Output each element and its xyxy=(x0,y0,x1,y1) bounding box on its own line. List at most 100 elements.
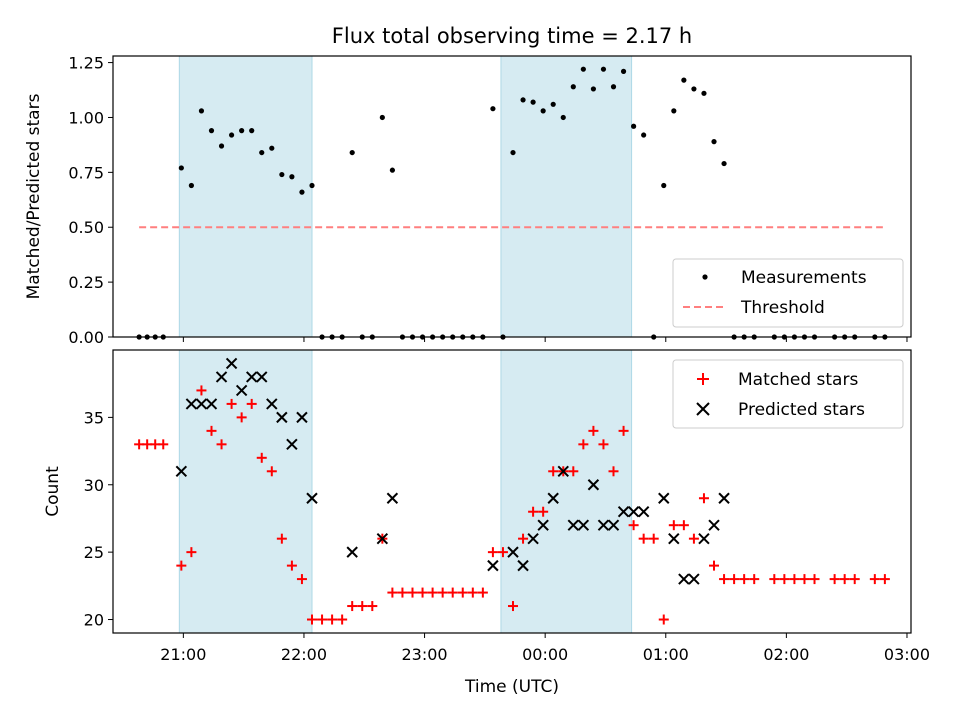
predicted-stars-mark-b xyxy=(386,492,399,504)
matched-stars-point xyxy=(709,560,720,571)
matched-stars-point xyxy=(296,574,307,585)
y-tick-label: 35 xyxy=(84,408,104,427)
predicted-stars-point xyxy=(376,532,389,545)
matched-stars-point xyxy=(779,574,790,585)
x-tick-label: 21:00 xyxy=(160,645,206,664)
y-axis-label: Matched/Predicted stars xyxy=(24,93,44,299)
predicted-stars-mark-b xyxy=(346,546,358,558)
measurement-point xyxy=(631,123,637,129)
predicted-stars-mark-b xyxy=(627,506,640,518)
predicted-stars-mark-b xyxy=(577,519,590,531)
predicted-stars-point xyxy=(276,411,288,424)
measurement-point xyxy=(681,77,687,83)
matched-stars-point xyxy=(467,587,478,598)
matched-stars-point xyxy=(749,574,760,585)
legend-threshold-label: Threshold xyxy=(740,298,825,318)
matched-stars-point xyxy=(337,614,348,625)
shaded-interval xyxy=(178,349,313,634)
matched-stars-point xyxy=(216,439,227,450)
matched-stars-point xyxy=(407,587,418,598)
matched-stars-point xyxy=(158,439,169,450)
matched-stars-point xyxy=(317,614,328,625)
measurement-point xyxy=(279,171,285,178)
ratio-panel: 0.00 0.25 0.50 0.75 1.00 1.25 Matched/Predicte… xyxy=(24,54,912,347)
predicted-stars-mark-b xyxy=(286,438,298,451)
measurement-point xyxy=(208,128,215,134)
predicted-stars-point xyxy=(587,479,600,491)
predicted-stars-point xyxy=(527,532,539,545)
count-panel: 20 25 30 35 21:00 22:00 23:00 00:00 01:00 02:00 03… xyxy=(43,349,930,697)
measurement-point xyxy=(620,68,627,74)
predicted-stars-point xyxy=(627,506,640,518)
predicted-stars-mark-b xyxy=(276,411,288,424)
predicted-stars-mark-b xyxy=(668,532,680,545)
matched-stars-point xyxy=(668,520,679,531)
y-tick-label: 0.75 xyxy=(68,163,104,182)
predicted-stars-point xyxy=(708,519,720,531)
matched-stars-point xyxy=(688,533,699,544)
x-axis-label: Time (UTC) xyxy=(464,677,559,697)
predicted-stars-mark-b xyxy=(708,519,720,531)
predicted-stars-point xyxy=(537,519,549,531)
matched-stars-point xyxy=(518,533,529,544)
legend-measurements-marker xyxy=(702,274,708,280)
measurement-point xyxy=(540,108,546,114)
measurement-point xyxy=(289,174,295,180)
y-tick-label: 0.00 xyxy=(68,328,104,347)
predicted-stars-point xyxy=(225,357,238,370)
measurement-point xyxy=(188,182,194,189)
predicted-stars-point xyxy=(517,559,529,572)
matched-stars-point xyxy=(678,520,689,531)
shaded-interval xyxy=(500,349,633,634)
predicted-stars-mark-b xyxy=(266,398,278,410)
predicted-stars-mark-b xyxy=(637,506,650,518)
predicted-stars-point xyxy=(296,411,308,424)
matched-stars-point xyxy=(417,587,428,598)
measurement-point xyxy=(198,108,205,114)
matched-stars-point xyxy=(457,587,468,598)
matched-stars-point xyxy=(538,506,549,517)
chart-title: Flux total observing time = 2.17 h xyxy=(332,24,692,48)
measurement-point xyxy=(590,86,597,92)
predicted-stars-point xyxy=(306,492,318,504)
matched-stars-point xyxy=(387,587,398,598)
predicted-stars-mark-b xyxy=(658,492,670,504)
measurement-point xyxy=(239,128,245,134)
legend: Matched stars Predicted stars xyxy=(672,359,904,429)
predicted-stars-point xyxy=(256,371,268,383)
matched-stars-point xyxy=(698,493,709,504)
predicted-stars-mark-b xyxy=(507,546,519,558)
measurement-point xyxy=(178,165,184,171)
matched-stars-point xyxy=(618,425,629,436)
matched-stars-point xyxy=(397,587,408,598)
measurement-point xyxy=(560,114,566,121)
matched-stars-point xyxy=(176,560,187,571)
measurement-point xyxy=(530,99,536,105)
measurement-point xyxy=(510,149,516,156)
measurement-point xyxy=(490,106,496,112)
matched-stars-point xyxy=(598,439,609,450)
predicted-stars-point xyxy=(286,438,298,451)
predicted-stars-point xyxy=(607,519,620,531)
matched-stars-point xyxy=(869,574,880,585)
predicted-stars-point xyxy=(567,519,580,531)
legend-predicted-label: Predicted stars xyxy=(738,400,865,420)
y-axis-label: Count xyxy=(43,466,63,517)
measurement-point xyxy=(299,189,305,195)
matched-stars-point xyxy=(829,574,840,585)
predicted-stars-point xyxy=(195,398,208,410)
y-tick-label: 1.25 xyxy=(68,54,104,73)
matched-stars-point xyxy=(327,614,338,625)
matched-stars-point xyxy=(236,412,247,423)
legend-measurements-label: Measurements xyxy=(741,268,867,288)
matched-stars-point xyxy=(347,601,358,612)
y-tick-label: 20 xyxy=(84,611,104,630)
matched-stars-point xyxy=(769,574,780,585)
matched-stars-point xyxy=(508,601,519,612)
predicted-stars-point xyxy=(688,573,700,585)
predicted-stars-mark-b xyxy=(607,519,620,531)
predicted-stars-mark-b xyxy=(557,465,569,477)
predicted-stars-mark-b xyxy=(587,479,600,491)
predicted-stars-mark-b xyxy=(547,492,559,504)
